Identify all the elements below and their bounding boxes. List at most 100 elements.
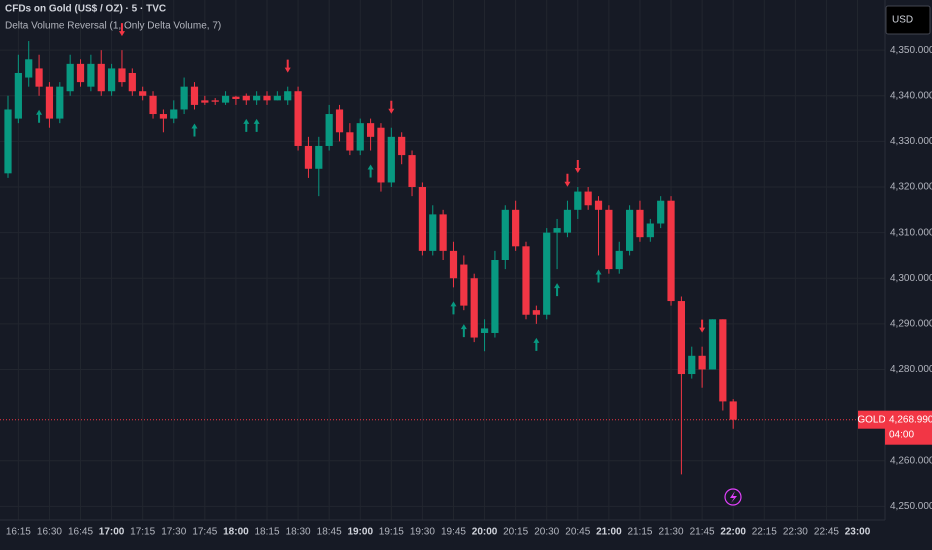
indicator-label: Delta Volume Reversal (1, Only Delta Vol… bbox=[5, 21, 221, 32]
candle-body bbox=[263, 95, 271, 101]
x-tick-label: 17:45 bbox=[192, 527, 217, 538]
signal-up-arrow bbox=[595, 269, 602, 283]
signal-down-arrow bbox=[118, 23, 125, 37]
x-tick-label: 16:45 bbox=[68, 527, 93, 538]
signal-down-arrow bbox=[284, 59, 291, 73]
candle-body bbox=[356, 123, 364, 151]
candle-body bbox=[35, 68, 43, 87]
candle-body bbox=[543, 232, 551, 315]
candle-body bbox=[253, 95, 261, 101]
currency-button[interactable] bbox=[885, 5, 931, 35]
x-tick-label: 18:00 bbox=[223, 527, 249, 538]
candle-body bbox=[667, 200, 675, 302]
x-tick-label: 17:00 bbox=[99, 527, 125, 538]
x-tick-label: 21:00 bbox=[596, 527, 622, 538]
x-tick-label: 22:00 bbox=[720, 527, 746, 538]
candle-body bbox=[377, 127, 385, 183]
candle-body bbox=[97, 63, 105, 92]
signal-up-arrow bbox=[253, 118, 260, 132]
candle-body bbox=[76, 63, 85, 83]
x-tick-label: 23:00 bbox=[845, 527, 871, 538]
last-price-label: 4,268.990 bbox=[889, 414, 932, 425]
y-tick-label: 4,260.000 bbox=[890, 455, 932, 466]
signal-up-arrow bbox=[367, 164, 374, 178]
candle-body bbox=[45, 86, 54, 119]
x-tick-label: 19:15 bbox=[379, 527, 404, 538]
candle-body bbox=[439, 214, 447, 251]
candle-body bbox=[646, 223, 654, 238]
signal-up-arrow bbox=[450, 301, 457, 315]
symbol-tag-label: GOLD bbox=[857, 414, 885, 425]
y-tick-label: 4,350.000 bbox=[890, 45, 932, 56]
candle-body bbox=[221, 95, 230, 103]
y-tick-label: 4,320.000 bbox=[890, 182, 932, 193]
candle-body bbox=[657, 200, 665, 224]
y-tick-label: 4,340.000 bbox=[890, 90, 932, 101]
candle-body bbox=[708, 319, 717, 370]
x-tick-label: 17:15 bbox=[130, 527, 155, 538]
candle-body bbox=[304, 145, 313, 169]
candle-body bbox=[605, 209, 613, 270]
x-tick-label: 17:30 bbox=[161, 527, 186, 538]
candle-body bbox=[367, 123, 375, 137]
x-tick-label: 22:30 bbox=[783, 527, 808, 538]
currency-label[interactable]: USD bbox=[892, 15, 913, 26]
x-tick-label: 19:45 bbox=[441, 527, 466, 538]
symbol-tag bbox=[858, 410, 885, 429]
candle-body bbox=[522, 246, 530, 315]
candle-body bbox=[387, 136, 395, 183]
candle-body bbox=[242, 95, 250, 101]
candle-body bbox=[418, 187, 426, 251]
signal-up-arrow bbox=[460, 324, 467, 338]
candle-body bbox=[491, 260, 499, 333]
signal-down-arrow bbox=[564, 173, 571, 187]
candle-body bbox=[232, 96, 240, 99]
candle-body bbox=[460, 264, 468, 306]
signal-up-arrow bbox=[533, 337, 540, 351]
x-tick-label: 21:30 bbox=[659, 527, 684, 538]
candle-body bbox=[294, 91, 302, 146]
candle-body bbox=[315, 145, 323, 169]
candle-body bbox=[4, 109, 12, 174]
candle-body bbox=[553, 228, 561, 233]
x-tick-label: 20:15 bbox=[503, 527, 528, 538]
candle-body bbox=[626, 209, 634, 251]
y-tick-label: 4,300.000 bbox=[890, 273, 932, 284]
x-tick-label: 22:15 bbox=[752, 527, 777, 538]
candle-body bbox=[698, 355, 706, 370]
y-tick-label: 4,330.000 bbox=[890, 136, 932, 147]
signal-down-arrow bbox=[388, 100, 395, 114]
x-tick-label: 19:30 bbox=[410, 527, 435, 538]
signal-up-arrow bbox=[243, 118, 250, 132]
x-tick-label: 16:15 bbox=[6, 527, 31, 538]
x-tick-label: 21:45 bbox=[690, 527, 715, 538]
x-tick-label: 18:45 bbox=[317, 527, 342, 538]
signal-up-arrow bbox=[36, 109, 43, 123]
candle-body bbox=[335, 109, 344, 133]
candle-body bbox=[118, 68, 126, 83]
candle-body bbox=[501, 209, 509, 260]
y-tick-label: 4,280.000 bbox=[890, 364, 932, 375]
x-tick-label: 22:45 bbox=[814, 527, 839, 538]
signal-down-arrow bbox=[574, 160, 581, 174]
candle-body bbox=[480, 328, 489, 333]
y-tick-label: 4,250.000 bbox=[890, 501, 932, 512]
chart-title: CFDs on Gold (US$ / OZ) · 5 · TVC bbox=[5, 4, 166, 15]
candle-body bbox=[563, 209, 572, 233]
candle-body bbox=[677, 301, 685, 375]
candle-body bbox=[180, 86, 188, 110]
x-tick-label: 20:00 bbox=[472, 527, 498, 538]
candle-body bbox=[408, 155, 416, 188]
candle-body bbox=[66, 63, 74, 92]
signal-down-arrow bbox=[699, 319, 706, 333]
x-tick-label: 16:30 bbox=[37, 527, 62, 538]
x-tick-label: 19:00 bbox=[347, 527, 373, 538]
signal-up-arrow bbox=[554, 283, 561, 297]
candle-body bbox=[688, 355, 696, 375]
candle-body bbox=[429, 214, 437, 251]
candle-body bbox=[346, 132, 354, 151]
candle-body bbox=[128, 72, 136, 92]
candle-body bbox=[636, 209, 644, 238]
alert-icon[interactable] bbox=[724, 488, 742, 506]
